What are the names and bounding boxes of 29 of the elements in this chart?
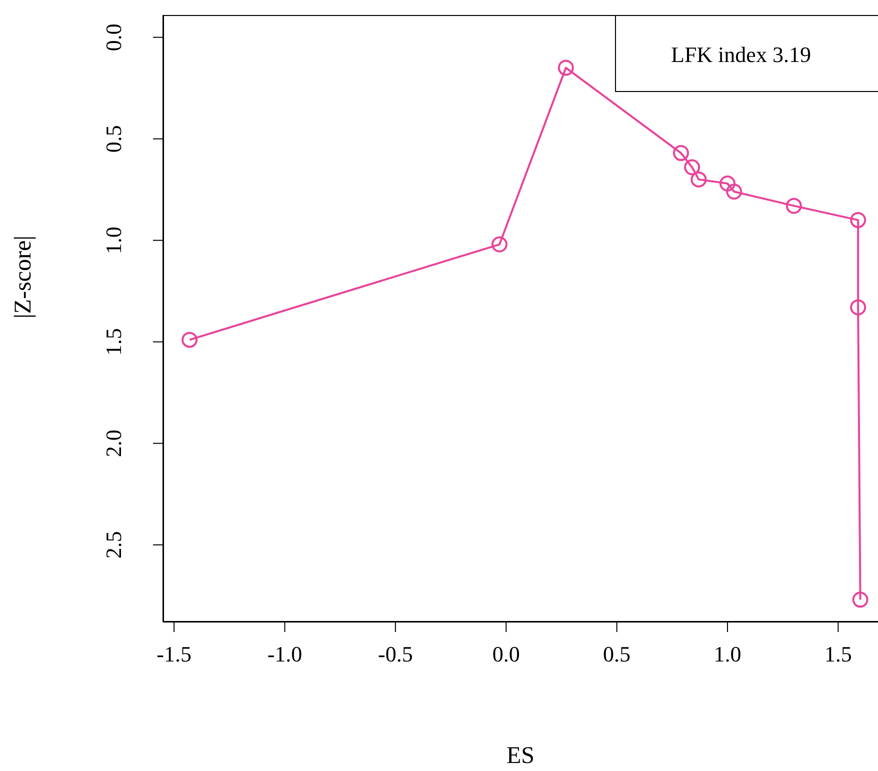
x-tick-label: -0.5 [378,642,413,667]
x-tick-label: -1.0 [267,642,302,667]
point [719,176,736,192]
y-tick-label: 2.0 [101,430,126,458]
point [684,159,700,176]
y-axis-title: |Z-score| [10,236,37,318]
y-tick-label: 0.0 [101,24,126,52]
point [726,184,742,200]
x-tick-label: -1.5 [156,642,192,667]
y-tick-label: 0.5 [101,125,126,153]
point [786,198,802,214]
point [491,236,508,252]
y-tick-label: 1.0 [101,226,126,254]
point [558,60,574,76]
point [690,171,707,188]
x-tick-label: 1.5 [824,642,852,667]
note-box: LFK index 3.19 [615,15,878,92]
x-tick-label: 0.5 [603,642,631,667]
x-tick-label: 0.0 [492,642,520,667]
x-axis-title: ES [506,743,535,769]
y-tick-label: 1.5 [101,328,126,356]
x-tick-label: 1.0 [714,642,742,667]
point [850,212,866,228]
point [672,145,689,162]
point [852,592,868,608]
y-tick-label: 2.5 [101,531,126,559]
point [850,299,866,316]
point [182,332,198,348]
annotation: LFK index 3.19 [671,42,811,67]
